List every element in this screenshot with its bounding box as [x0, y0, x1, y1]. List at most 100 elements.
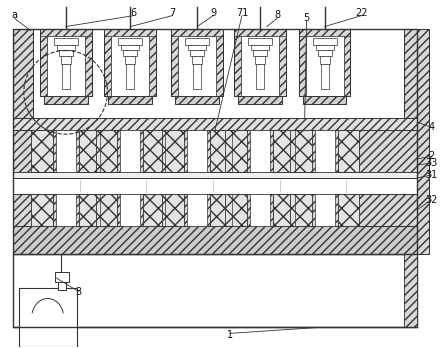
Bar	[241, 35, 279, 96]
Bar	[279, 29, 286, 96]
Bar	[303, 96, 346, 104]
Text: 22: 22	[355, 8, 368, 18]
Bar	[225, 194, 247, 226]
Bar	[144, 130, 165, 172]
Bar	[144, 194, 165, 226]
Bar	[58, 50, 73, 56]
Text: 33: 33	[425, 158, 437, 168]
Bar	[185, 38, 209, 45]
Bar	[299, 29, 350, 35]
Bar	[96, 194, 117, 226]
Bar	[210, 130, 232, 172]
Bar	[225, 130, 247, 172]
Bar	[144, 194, 165, 226]
Bar	[109, 96, 152, 104]
Bar	[256, 64, 264, 89]
Bar	[290, 194, 311, 226]
Bar	[40, 29, 47, 96]
Bar	[290, 130, 311, 172]
Text: a: a	[12, 10, 18, 19]
Bar	[54, 271, 69, 282]
Bar	[40, 29, 92, 96]
Bar	[175, 96, 219, 104]
Bar	[96, 130, 117, 172]
Bar	[144, 130, 165, 172]
Bar	[234, 29, 241, 96]
Bar	[54, 38, 78, 45]
Bar	[57, 45, 74, 50]
Bar	[290, 130, 311, 172]
Bar	[31, 130, 53, 172]
Bar	[313, 38, 337, 45]
Text: 4: 4	[428, 122, 434, 132]
Bar	[273, 130, 295, 172]
Bar	[251, 45, 269, 50]
Text: 32: 32	[425, 195, 437, 205]
Bar	[338, 130, 359, 172]
Bar	[238, 96, 282, 104]
Bar	[188, 45, 206, 50]
Text: 9: 9	[210, 8, 216, 18]
Bar	[225, 194, 247, 226]
Text: 8: 8	[275, 10, 281, 19]
Bar	[250, 130, 270, 172]
Bar	[216, 29, 223, 96]
Bar	[171, 29, 178, 96]
Bar	[250, 194, 270, 226]
Bar	[273, 130, 295, 172]
Bar	[162, 130, 184, 172]
Bar	[13, 29, 33, 254]
Bar	[96, 194, 117, 226]
Bar	[315, 130, 334, 172]
Bar	[44, 96, 88, 104]
Bar	[255, 56, 265, 64]
Bar	[105, 29, 112, 96]
Bar	[315, 194, 334, 226]
Bar	[318, 50, 331, 56]
Bar	[31, 194, 53, 226]
Bar	[120, 194, 140, 226]
Bar	[299, 29, 350, 96]
Bar	[290, 194, 311, 226]
Text: 71: 71	[236, 8, 248, 18]
Bar	[13, 130, 417, 172]
Bar	[238, 96, 282, 104]
Bar	[13, 29, 417, 254]
Bar	[210, 194, 232, 226]
Bar	[125, 56, 136, 64]
Bar	[187, 194, 207, 226]
Bar	[61, 56, 70, 64]
Bar	[253, 50, 267, 56]
Text: 31: 31	[425, 170, 437, 180]
Text: 1: 1	[227, 330, 233, 340]
Bar	[126, 64, 134, 89]
Bar	[13, 226, 417, 254]
Bar	[190, 50, 204, 56]
Bar	[85, 29, 92, 96]
Text: 7: 7	[169, 8, 175, 18]
Bar	[321, 64, 329, 89]
Bar	[58, 282, 66, 290]
Bar	[171, 29, 223, 35]
Bar	[187, 130, 207, 172]
Bar	[13, 194, 417, 226]
Bar	[162, 194, 184, 226]
Bar	[56, 130, 76, 172]
Bar	[31, 194, 53, 226]
Bar	[31, 130, 53, 172]
Bar	[192, 56, 202, 64]
Bar	[78, 194, 101, 226]
Bar	[338, 130, 359, 172]
Bar	[78, 130, 101, 172]
Bar	[210, 194, 232, 226]
Bar	[162, 130, 184, 172]
Text: 6: 6	[130, 8, 136, 18]
Bar	[109, 96, 152, 104]
Text: 3: 3	[75, 286, 82, 296]
Bar	[343, 29, 350, 96]
Bar	[248, 38, 272, 45]
Bar	[234, 29, 286, 35]
Bar	[234, 29, 286, 96]
Bar	[299, 29, 306, 96]
Bar	[171, 29, 223, 96]
